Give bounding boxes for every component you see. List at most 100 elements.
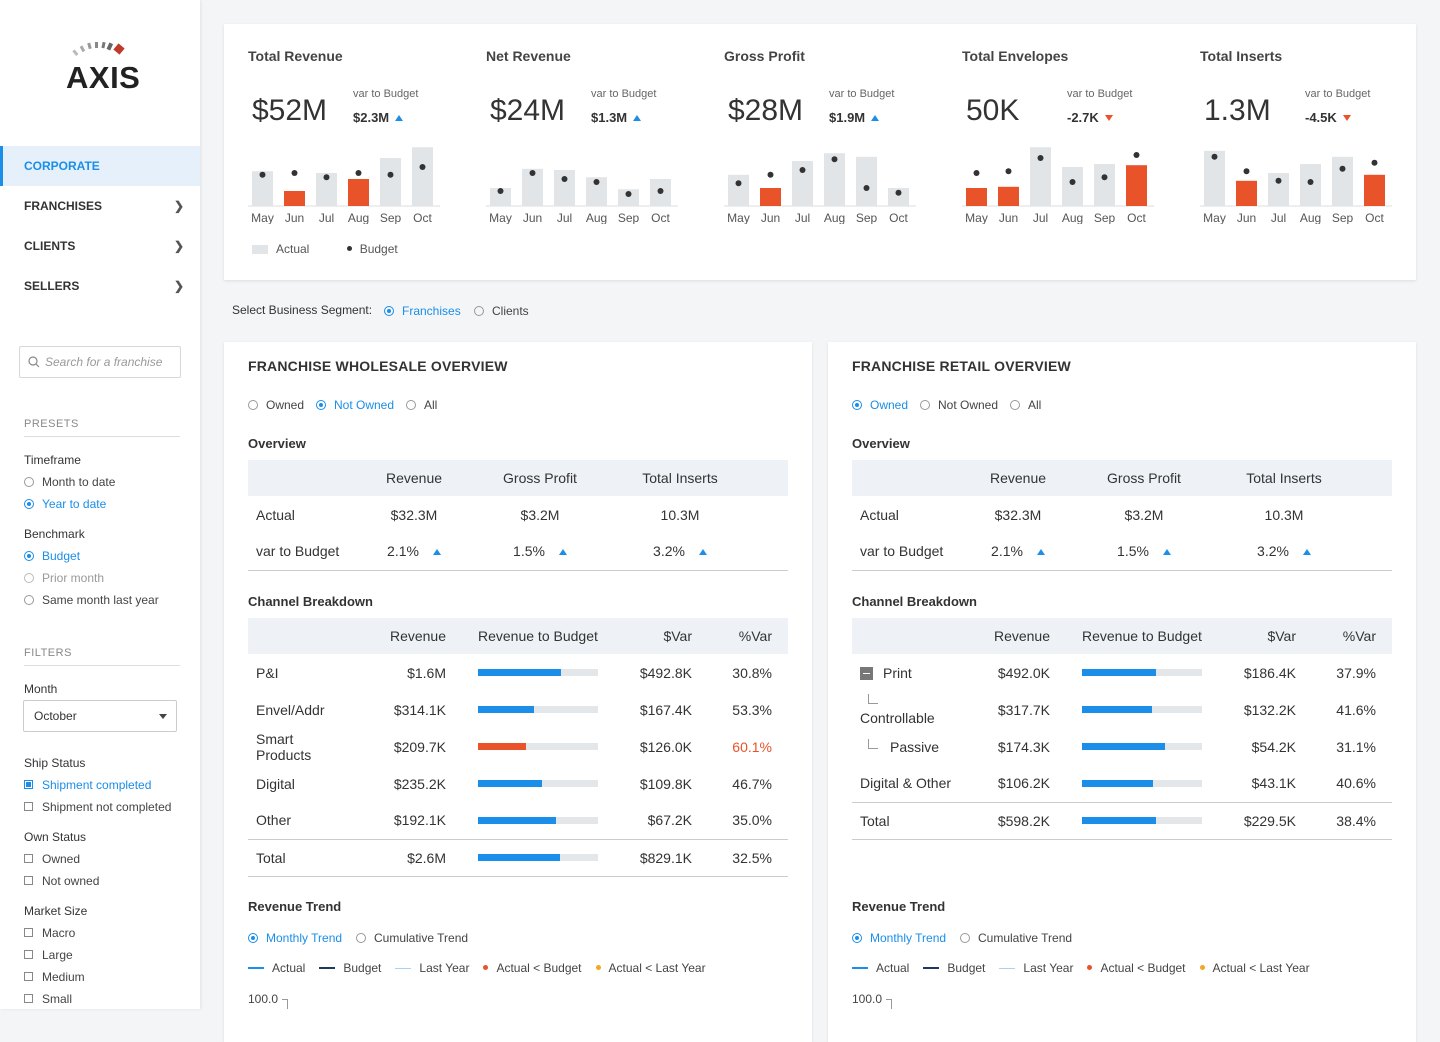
kpi-value: 1.3M <box>1204 94 1271 127</box>
radio-budget[interactable]: Budget <box>24 548 80 564</box>
table-row[interactable]: Digital & Other $106.2K $43.1K 40.6% <box>852 765 1392 802</box>
cell-value: 1.5% <box>1117 543 1149 560</box>
nav-clients[interactable]: CLIENTS ❯ <box>0 226 200 266</box>
actual-bar <box>998 186 1019 206</box>
arrow-down-icon <box>1104 115 1113 121</box>
bar-fill <box>478 854 560 861</box>
kpi-var-label: var to Budget <box>1305 88 1371 100</box>
bar-fill <box>1082 669 1157 676</box>
checkbox-owned[interactable]: Owned <box>24 851 80 867</box>
table-row[interactable]: Envel/Addr $314.1K $167.4K 53.3% <box>248 691 788 728</box>
radio-not-owned[interactable]: Not Owned <box>920 397 998 413</box>
table-row[interactable]: Passive $174.3K $54.2K 31.1% <box>852 728 1392 765</box>
collapse-icon[interactable] <box>860 666 873 680</box>
checkbox-medium[interactable]: Medium <box>24 969 85 985</box>
radio-all[interactable]: All <box>406 397 437 413</box>
month-label: Sep <box>1094 211 1116 224</box>
actual-swatch <box>252 245 268 254</box>
radio-cumulative-trend[interactable]: Cumulative Trend <box>356 930 468 946</box>
radio-franchises[interactable]: Franchises <box>384 303 461 319</box>
checkbox-shipment-not-completed[interactable]: Shipment not completed <box>24 799 171 815</box>
nav-franchises[interactable]: FRANCHISES ❯ <box>0 186 200 226</box>
checkbox-small[interactable]: Small <box>24 991 72 1007</box>
table-row[interactable]: Total $598.2K $229.5K 38.4% <box>852 801 1392 840</box>
kpi-var-number: $1.9M <box>829 110 866 125</box>
channel-header: Revenue <box>389 628 446 644</box>
bar-track <box>1082 817 1202 824</box>
checkbox-large[interactable]: Large <box>24 947 73 963</box>
radio-owned[interactable]: Owned <box>852 397 908 413</box>
table-row[interactable]: Total $2.6M $829.1K 32.5% <box>248 838 788 877</box>
timeframe-label: Timeframe <box>24 453 81 467</box>
channel-header: Revenue to Budget <box>478 628 598 644</box>
axis-logo[interactable]: AXIS <box>62 38 142 95</box>
channel-breakdown-label: Channel Breakdown <box>248 594 373 609</box>
budget-dot <box>1371 159 1378 166</box>
radio-cumulative-trend[interactable]: Cumulative Trend <box>960 930 1072 946</box>
nav-sellers[interactable]: SELLERS ❯ <box>0 266 200 306</box>
table-row[interactable]: Smart Products $209.7K $126.0K 60.1% <box>248 728 788 765</box>
radio-year-to-date[interactable]: Year to date <box>24 496 106 512</box>
month-label: Jun <box>523 211 542 224</box>
table-row[interactable]: Print $492.0K $186.4K 37.9% <box>852 654 1392 691</box>
kpi-card[interactable]: Total Revenue $52M var to Budget $2.3M Ma… <box>224 24 454 264</box>
bar-track <box>1082 743 1202 750</box>
kpi-card[interactable]: Total Inserts 1.3M var to Budget -4.5K Ma… <box>1176 24 1406 264</box>
revenue-to-budget-bar <box>1066 654 1224 691</box>
channel-pct-var: 38.4% <box>1312 801 1392 840</box>
y-axis-top-label: 100.0 <box>248 992 289 1009</box>
actual-bar <box>284 191 305 206</box>
table-row[interactable]: Controllable $317.7K $132.2K 41.6% <box>852 691 1392 728</box>
radio-all[interactable]: All <box>1010 397 1041 413</box>
legend-label: Last Year <box>1023 961 1074 975</box>
radio-prior-month[interactable]: Prior month <box>24 570 104 586</box>
arrow-up-icon <box>1302 549 1311 556</box>
legend-item: Actual <box>852 961 909 975</box>
nav-corporate[interactable]: CORPORATE <box>0 146 200 186</box>
table-row[interactable]: Other $192.1K $67.2K 35.0% <box>248 802 788 839</box>
table-row[interactable]: P&I $1.6M $492.8K 30.8% <box>248 654 788 691</box>
radio-monthly-trend[interactable]: Monthly Trend <box>852 930 946 946</box>
radio-month-to-date[interactable]: Month to date <box>24 474 115 490</box>
kpi-legend: Actual Budget <box>252 242 398 256</box>
checkbox-not-owned[interactable]: Not owned <box>24 873 99 889</box>
option-label: Medium <box>42 970 85 984</box>
overview-cell: var to Budget <box>248 533 358 571</box>
table-row[interactable]: Digital $235.2K $109.8K 46.7% <box>248 765 788 802</box>
logo-mark-icon <box>72 41 125 56</box>
channel-revenue: $2.6M <box>366 838 462 877</box>
month-select[interactable]: October <box>23 700 177 732</box>
franchise-search-input[interactable]: Search for a franchise <box>19 346 181 378</box>
option-label: Same month last year <box>42 593 159 607</box>
radio-not-owned[interactable]: Not Owned <box>316 397 394 413</box>
cell-value: Total <box>256 849 286 866</box>
month-label: Sep <box>1332 211 1354 224</box>
kpi-var-label: var to Budget <box>591 88 657 100</box>
channel-pct-var: 46.7% <box>732 775 772 792</box>
actual-bar <box>618 189 639 206</box>
overview-cell: Actual <box>852 496 962 533</box>
overview-cell: $32.3M <box>358 496 470 533</box>
kpi-card[interactable]: Gross Profit $28M var to Budget $1.9M May… <box>700 24 930 264</box>
channel-dollar-var: $54.2K <box>1251 738 1296 755</box>
channel-header: %Var <box>1342 628 1376 644</box>
month-label: Jul <box>1271 211 1286 224</box>
budget-dot <box>895 189 902 196</box>
radio-owned[interactable]: Owned <box>248 397 304 413</box>
radio-same-month-last-year[interactable]: Same month last year <box>24 592 159 608</box>
channel-dollar-var: $229.5K <box>1224 801 1312 840</box>
kpi-var-value: $2.3M <box>353 110 404 125</box>
kpi-card[interactable]: Net Revenue $24M var to Budget $1.3M May J… <box>462 24 692 264</box>
actual-bar <box>1094 164 1115 206</box>
kpi-card[interactable]: Total Envelopes 50K var to Budget -2.7K M… <box>938 24 1168 264</box>
checkbox-macro[interactable]: Macro <box>24 925 75 941</box>
checkbox-shipment-completed[interactable]: Shipment completed <box>24 777 151 793</box>
budget-dot <box>323 174 330 181</box>
radio-clients[interactable]: Clients <box>474 303 529 319</box>
option-label: Large <box>42 948 73 962</box>
legend-item: Actual < Last Year <box>595 961 706 975</box>
legend-label: Actual < Last Year <box>608 961 706 975</box>
radio-monthly-trend[interactable]: Monthly Trend <box>248 930 342 946</box>
revenue-to-budget-bar <box>462 654 620 691</box>
overview-header: Total Inserts <box>1246 470 1322 486</box>
